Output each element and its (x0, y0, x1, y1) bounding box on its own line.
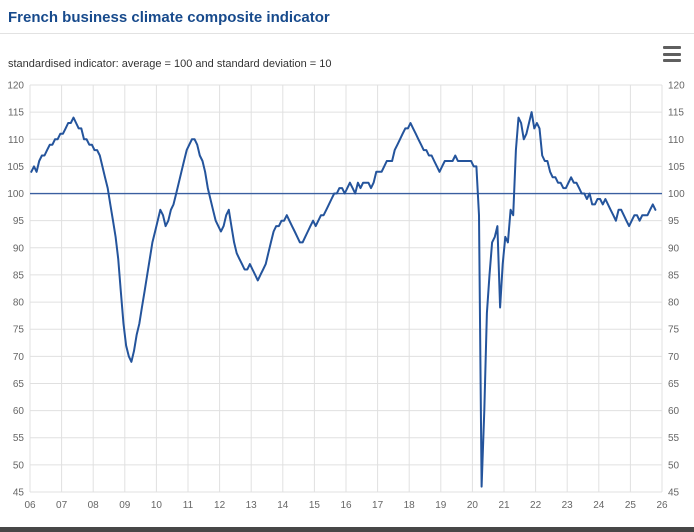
x-axis-label: 16 (340, 500, 352, 511)
y-axis-label-right: 60 (668, 406, 680, 417)
y-axis-label-right: 55 (668, 433, 680, 444)
hamburger-icon (663, 52, 681, 56)
y-axis-label-left: 75 (13, 325, 25, 336)
y-axis-label-left: 100 (7, 189, 24, 200)
y-axis-label-right: 45 (668, 488, 680, 499)
y-axis-label-left: 55 (13, 433, 25, 444)
x-axis-label: 19 (435, 500, 447, 511)
x-axis-label: 09 (119, 500, 131, 511)
subtitle-row: standardised indicator: average = 100 an… (0, 34, 694, 78)
y-axis-label-right: 90 (668, 243, 680, 254)
y-axis-label-left: 45 (13, 488, 25, 499)
bottom-bar (0, 527, 694, 532)
y-axis-label-left: 80 (13, 298, 25, 309)
x-axis-label: 17 (372, 500, 384, 511)
y-axis-label-left: 95 (13, 216, 25, 227)
y-axis-label-left: 50 (13, 460, 25, 471)
x-axis-label: 12 (214, 500, 226, 511)
y-axis-label-right: 100 (668, 189, 685, 200)
export-menu-button[interactable] (661, 44, 685, 64)
y-axis-label-left: 120 (7, 81, 24, 92)
y-axis-label-right: 105 (668, 162, 685, 173)
x-axis-label: 07 (56, 500, 68, 511)
y-axis-label-right: 65 (668, 379, 680, 390)
y-axis-label-right: 85 (668, 270, 680, 281)
y-axis-label-left: 105 (7, 162, 24, 173)
x-axis-label: 20 (467, 500, 479, 511)
x-axis-label: 11 (183, 500, 194, 511)
y-axis-label-right: 115 (668, 108, 684, 119)
x-axis-label: 06 (24, 500, 36, 511)
y-axis-label-left: 90 (13, 243, 25, 254)
y-axis-label-left: 70 (13, 352, 25, 363)
x-axis-label: 10 (151, 500, 163, 511)
y-axis-label-right: 120 (668, 81, 685, 92)
x-axis-label: 25 (625, 500, 637, 511)
y-axis-label-left: 65 (13, 379, 25, 390)
x-axis-label: 24 (593, 500, 605, 511)
hamburger-icon (663, 59, 681, 62)
chart-canvas: 45 45 50 50 55 55 60 60 65 65 70 70 75 75 80 80 85 85 90 90… (7, 81, 685, 512)
y-axis-label-right: 110 (668, 135, 684, 146)
x-axis-label: 22 (530, 500, 542, 511)
x-axis-label: 26 (656, 500, 668, 511)
x-axis-label: 08 (88, 500, 100, 511)
x-axis-label: 14 (277, 500, 289, 511)
title-divider (0, 33, 694, 34)
y-axis-label-left: 110 (8, 135, 24, 146)
y-axis-label-right: 70 (668, 352, 680, 363)
series-line (30, 111, 657, 488)
page-title: French business climate composite indica… (8, 9, 330, 26)
y-axis-label-right: 80 (668, 298, 680, 309)
x-axis-label: 18 (404, 500, 416, 511)
x-axis-label: 13 (246, 500, 258, 511)
line-chart: 45 45 50 50 55 55 60 60 65 65 70 70 75 75 80 80 85 85 90 90… (0, 76, 694, 531)
y-axis-label-right: 95 (668, 216, 680, 227)
x-axis-label: 21 (498, 500, 510, 511)
hamburger-icon (663, 46, 681, 49)
chart-subtitle: standardised indicator: average = 100 an… (8, 58, 332, 70)
y-axis-label-left: 60 (13, 406, 25, 417)
y-axis-label-right: 50 (668, 460, 680, 471)
x-axis-label: 23 (562, 500, 574, 511)
y-axis-label-left: 115 (8, 108, 24, 119)
y-axis-label-left: 85 (13, 270, 25, 281)
y-axis-label-right: 75 (668, 325, 680, 336)
x-axis-label: 15 (309, 500, 321, 511)
